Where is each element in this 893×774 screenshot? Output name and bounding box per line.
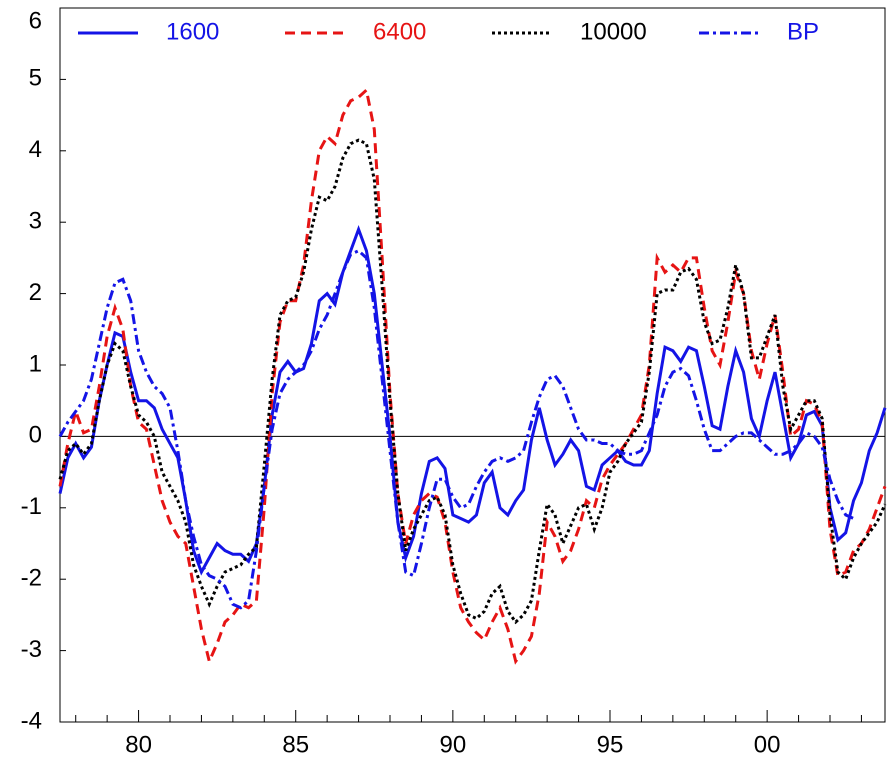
series-line <box>58 248 855 610</box>
legend-label: BP <box>787 18 819 45</box>
y-tick-label: 5 <box>29 65 42 92</box>
legend-label: 10000 <box>580 18 647 45</box>
y-tick-label: 1 <box>29 350 42 377</box>
y-tick-label: -1 <box>21 493 42 520</box>
plot-frame <box>59 7 886 723</box>
x-tick-label: 95 <box>597 731 624 758</box>
legend-label: 6400 <box>373 18 426 45</box>
y-tick-label: 4 <box>29 136 42 163</box>
series-line <box>58 224 887 576</box>
x-tick-label: 00 <box>754 731 781 758</box>
legend-label: 1600 <box>166 18 219 45</box>
x-tick-label: 90 <box>440 731 467 758</box>
y-tick-label: 6 <box>29 7 42 34</box>
series-line <box>58 87 887 666</box>
x-tick-label: 85 <box>282 731 309 758</box>
y-tick-label: -2 <box>21 565 42 592</box>
y-tick-label: -3 <box>21 636 42 663</box>
y-tick-label: 2 <box>29 279 42 306</box>
series-line <box>58 138 887 625</box>
y-tick-label: 3 <box>29 208 42 235</box>
y-tick-label: -4 <box>21 707 42 734</box>
x-tick-label: 80 <box>125 731 152 758</box>
y-tick-label: 0 <box>29 422 42 449</box>
